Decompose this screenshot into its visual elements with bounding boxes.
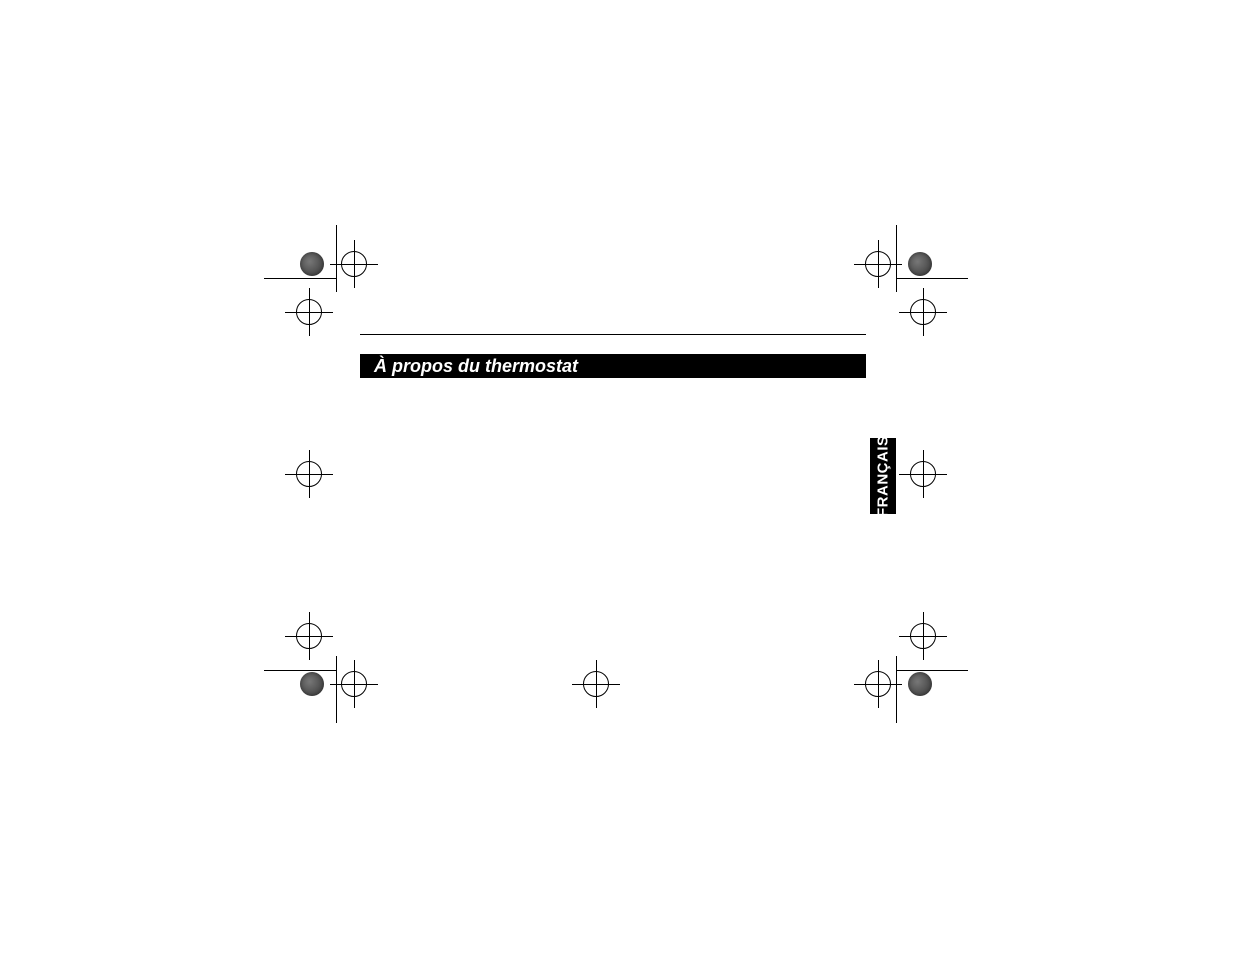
reg-line bbox=[264, 670, 336, 671]
reg-line bbox=[285, 636, 333, 637]
reg-line bbox=[336, 225, 337, 292]
reg-line bbox=[330, 264, 378, 265]
page: À propos du thermostat FRANÇAIS bbox=[0, 0, 1235, 954]
reg-disc-tr bbox=[908, 252, 932, 276]
reg-line bbox=[285, 312, 333, 313]
language-tab: FRANÇAIS bbox=[870, 438, 896, 514]
reg-line bbox=[285, 474, 333, 475]
reg-line bbox=[854, 684, 902, 685]
section-title-text: À propos du thermostat bbox=[374, 356, 578, 377]
reg-disc-bl bbox=[300, 672, 324, 696]
reg-line bbox=[899, 474, 947, 475]
reg-line bbox=[899, 312, 947, 313]
reg-line bbox=[896, 278, 968, 279]
section-title-bar: À propos du thermostat bbox=[360, 354, 866, 378]
language-tab-text: FRANÇAIS bbox=[875, 435, 892, 517]
reg-line bbox=[896, 670, 968, 671]
reg-line bbox=[330, 684, 378, 685]
reg-disc-tl bbox=[300, 252, 324, 276]
reg-line bbox=[896, 656, 897, 723]
reg-line bbox=[572, 684, 620, 685]
reg-disc-br bbox=[908, 672, 932, 696]
reg-line bbox=[854, 264, 902, 265]
reg-line bbox=[896, 225, 897, 292]
reg-line bbox=[899, 636, 947, 637]
reg-line bbox=[336, 656, 337, 723]
horizontal-rule bbox=[360, 334, 866, 335]
reg-line bbox=[264, 278, 336, 279]
